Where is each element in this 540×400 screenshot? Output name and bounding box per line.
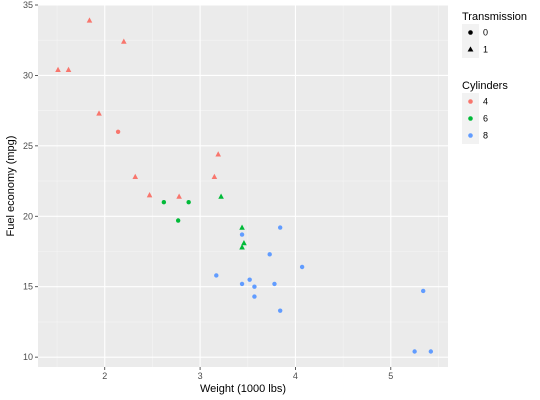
legend-dot-6-icon (468, 116, 473, 121)
legend-cylinders-title: Cylinders (462, 80, 508, 92)
data-point-circle (421, 288, 426, 294)
data-point-circle (115, 129, 121, 134)
data-point-circle (161, 199, 167, 205)
legend-cylinders: Cylinders 4 6 8 (462, 80, 508, 144)
data-point-triangle (86, 17, 93, 23)
legend-dot-4-icon (468, 99, 473, 104)
data-point-triangle (176, 193, 182, 199)
data-point-triangle (132, 173, 139, 180)
data-point-circle (186, 199, 191, 205)
data-point-triangle (96, 110, 102, 116)
data-point-triangle (215, 151, 221, 157)
data-point-circle (412, 349, 417, 354)
legend-triangle-icon (467, 46, 474, 52)
legend-cylinders-label-4: 4 (483, 97, 488, 107)
data-point-triangle (55, 66, 61, 72)
x-axis-ticks: 2 3 4 5 (102, 367, 393, 381)
data-point-circle (299, 264, 305, 270)
plot-panel (38, 5, 448, 367)
data-point-circle (239, 232, 245, 237)
x-tick-label: 2 (102, 371, 107, 381)
data-point-triangle (211, 173, 218, 180)
major-gridlines (38, 4, 448, 367)
data-point-circle (277, 225, 283, 230)
data-point-triangle (146, 192, 153, 198)
y-tick-label: 25 (23, 141, 33, 151)
legend-transmission-title: Transmission (462, 11, 527, 23)
data-point-circle (214, 273, 219, 278)
data-point-triangle (239, 244, 245, 250)
legend-cylinders-label-6: 6 (483, 114, 488, 124)
legend-transmission-label-0: 0 (483, 28, 488, 38)
x-tick-label: 5 (388, 371, 393, 381)
y-tick-label: 15 (23, 282, 33, 292)
legend-transmission: Transmission 0 1 (462, 11, 527, 58)
data-point-circle (175, 218, 181, 223)
data-point-circle (247, 277, 252, 282)
data-point-triangle (241, 239, 247, 246)
x-axis-title: Weight (1000 lbs) (200, 383, 286, 395)
y-tick-label: 35 (23, 0, 33, 10)
x-tick-label: 4 (293, 371, 298, 381)
data-point-circle (252, 294, 257, 299)
data-point-triangle (121, 38, 127, 44)
y-tick-label: 30 (23, 70, 33, 80)
data-points (55, 17, 434, 354)
data-point-triangle (65, 66, 72, 72)
y-tick-label: 20 (23, 211, 33, 221)
data-point-circle (267, 252, 272, 257)
x-tick-label: 3 (198, 371, 203, 381)
data-point-circle (428, 349, 434, 354)
y-tick-label: 10 (23, 352, 33, 362)
data-point-circle (252, 284, 257, 289)
data-point-triangle (239, 224, 245, 230)
data-point-circle (277, 308, 283, 313)
legend-cylinders-label-8: 8 (483, 131, 488, 141)
data-point-triangle (218, 193, 224, 199)
data-point-circle (272, 281, 277, 287)
legend-transmission-label-1: 1 (483, 45, 488, 55)
y-axis-title: Fuel economy (mpg) (5, 136, 17, 237)
legend-circle-icon (468, 30, 473, 35)
minor-gridlines (38, 5, 448, 367)
data-point-circle (239, 281, 245, 287)
y-axis-ticks: 10 15 20 25 30 35 (23, 0, 38, 362)
legend-dot-8-icon (468, 133, 473, 138)
